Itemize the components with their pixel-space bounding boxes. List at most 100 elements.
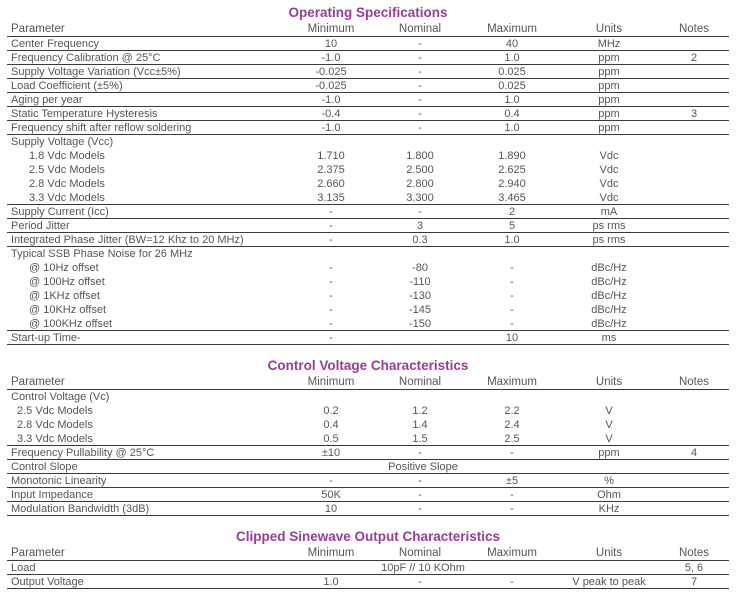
column-header-minimum: Minimum [307,547,355,559]
cell-maximum: - [510,276,514,288]
cell-nominal: - [418,52,422,64]
table-row: Frequency shift after reflow soldering -1… [7,121,729,135]
cell-nominal: -150 [408,318,432,330]
cell-maximum: - [510,503,514,515]
cell-maximum: 0.025 [498,80,526,92]
cell-notes [659,93,729,106]
column-header-maximum: Maximum [487,23,537,35]
column-header-notes: Notes [678,376,710,388]
cell-minimum [287,247,375,261]
cell-minimum: - [329,318,333,330]
table-row: 2.8 Vdc Models 2.660 2.800 2.940 Vdc [7,177,729,191]
table-row: Load Coefficient (±5%) -0.025-0.025 ppm [7,79,729,93]
cell-notes [659,474,729,487]
table-row: Control Slope Positive Slope [7,460,729,474]
table-row: Supply Voltage Variation (Vcc±5%) -0.025-… [7,65,729,79]
cell-minimum [287,135,375,149]
spec-table: Clipped Sinewave Output Characteristics P… [7,528,729,589]
cell-units: % [604,475,614,487]
cell-notes [659,135,729,149]
cell-parameter: Static Temperature Hysteresis [11,108,158,120]
cell-units: KHz [598,503,620,515]
spec-table: Control Voltage Characteristics Parameter… [7,357,729,516]
cell-notes [659,37,729,50]
column-header-parameter: Parameter [11,376,65,388]
cell-units: ms [601,332,617,344]
cell-minimum: - [329,276,333,288]
cell-nominal: 3.300 [406,192,434,204]
cell-minimum: - [329,475,333,487]
cell-units: V peak to peak [572,576,646,588]
cell-nominal: - [418,576,422,588]
cell-units: V [605,405,613,417]
cell-minimum: -0.025 [315,80,347,92]
cell-units [559,561,659,574]
cell-units: dBc/Hz [591,262,627,274]
cell-parameter: @ 10KHz offset [29,304,106,316]
cell-minimum [287,390,375,404]
cell-parameter: 2.5 Vdc Models [17,405,93,417]
cell-parameter: Supply Voltage (Vcc) [11,136,114,148]
cell-minimum: -0.4 [321,108,341,120]
cell-units [559,460,659,473]
cell-units: ppm [598,447,620,459]
cell-notes [659,460,729,473]
cell-parameter: Control Voltage (Vc) [11,391,110,403]
cell-maximum: ±5 [505,475,519,487]
cell-maximum: 1.0 [504,122,520,134]
cell-units [559,247,659,261]
cell-maximum: 5 [508,220,516,232]
cell-minimum: 1.0 [323,576,339,588]
table-row: Frequency Calibration @ 25°C -1.0-1.0 ppm 2 [7,51,729,65]
cell-notes [659,205,729,218]
cell-maximum: 10 [505,332,519,344]
cell-units: V [605,419,613,431]
table-row: Frequency Pullability @ 25°C ±10 - - ppm 4 [7,446,729,460]
cell-minimum: -1.0 [321,94,341,106]
cell-notes [659,163,729,177]
cell-notes [659,219,729,232]
cell-nominal: - [418,489,422,501]
cell-minimum: - [329,206,333,218]
cell-maximum: 0.4 [504,108,520,120]
cell-nominal: -80 [412,262,428,274]
cell-minimum: 0.5 [323,433,339,445]
cell-maximum: 1.890 [498,150,526,162]
column-header-minimum: Minimum [307,376,355,388]
table-row: Output Voltage 1.0 - - V peak to peak 7 [7,575,729,589]
cell-minimum: -1.0 [321,122,341,134]
column-header-minimum: Minimum [307,23,355,35]
cell-nominal: 3 [416,220,424,232]
table-header-row: Parameter Minimum Nominal Maximum Units Notes [7,546,729,561]
cell-parameter: 3.3 Vdc Models [29,192,105,204]
cell-units: Vdc [599,164,619,176]
cell-parameter: Input Impedance [11,489,93,501]
cell-parameter: Frequency Pullability @ 25°C [11,447,155,459]
cell-notes: 7 [690,576,698,588]
cell-notes [659,275,729,289]
cell-nominal [375,390,465,404]
cell-minimum: - [329,220,333,232]
cell-units: Vdc [599,178,619,190]
table-row: Period Jitter - 3 5 ps rms [7,219,729,233]
cell-parameter: Modulation Bandwidth (3dB) [11,503,150,515]
cell-maximum: - [510,447,514,459]
column-header-notes: Notes [678,547,710,559]
table-row: Static Temperature Hysteresis -0.4-0.4 ppm… [7,107,729,121]
cell-parameter: @ 1KHz offset [29,290,100,302]
table-row: Start-up Time- - 10 ms [7,331,729,345]
cell-units: MHz [597,38,621,50]
cell-units: dBc/Hz [591,304,627,316]
cell-parameter: Integrated Phase Jitter (BW=12 Khz to 20… [11,234,244,246]
cell-units: ppm [598,66,620,78]
column-header-notes: Notes [678,23,710,35]
cell-notes [659,247,729,261]
cell-minimum: 0.2 [323,405,339,417]
cell-maximum [465,390,559,404]
cell-minimum: 10 [324,503,338,515]
cell-nominal [375,135,465,149]
table-title: Operating Specifications [288,5,448,20]
cell-parameter: Load Coefficient (±5%) [11,80,123,92]
cell-nominal: - [418,503,422,515]
table-row: 2.5 Vdc Models 2.375 2.500 2.625 Vdc [7,163,729,177]
